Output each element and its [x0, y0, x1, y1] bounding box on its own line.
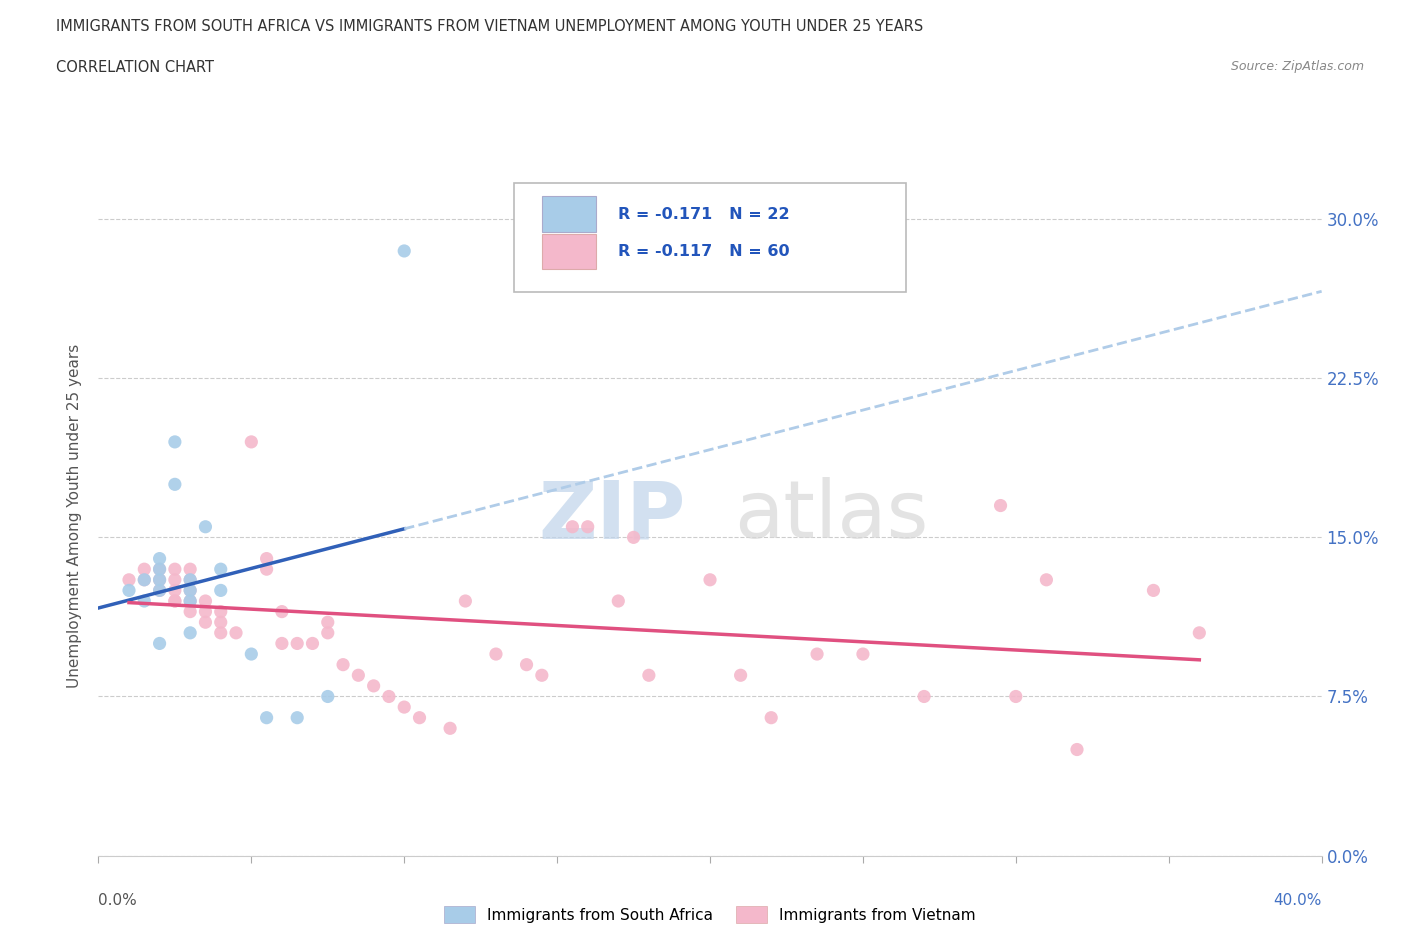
Point — [759, 711, 782, 725]
Point — [561, 519, 583, 534]
Point — [392, 244, 416, 259]
Point — [454, 593, 477, 608]
Point — [607, 593, 630, 608]
Point — [240, 646, 263, 661]
Point — [408, 711, 430, 725]
Point — [285, 711, 308, 725]
FancyBboxPatch shape — [543, 196, 596, 232]
Point — [209, 625, 232, 640]
Point — [1066, 742, 1088, 757]
Point — [149, 583, 172, 598]
Point — [149, 572, 172, 587]
Point — [1188, 625, 1211, 640]
Point — [270, 604, 292, 619]
Point — [179, 593, 201, 608]
Point — [134, 562, 156, 577]
Point — [439, 721, 461, 736]
Point — [134, 572, 156, 587]
Text: R = -0.171   N = 22: R = -0.171 N = 22 — [619, 206, 790, 221]
Point — [209, 562, 232, 577]
Legend: Immigrants from South Africa, Immigrants from Vietnam: Immigrants from South Africa, Immigrants… — [439, 899, 981, 929]
Text: 0.0%: 0.0% — [98, 893, 138, 908]
Point — [179, 572, 201, 587]
Point — [118, 583, 141, 598]
Point — [225, 625, 247, 640]
Point — [852, 646, 875, 661]
Point — [209, 583, 232, 598]
Point — [256, 711, 278, 725]
Point — [149, 551, 172, 566]
Point — [149, 583, 172, 598]
Point — [163, 562, 186, 577]
Point — [134, 572, 156, 587]
Point — [1035, 572, 1057, 587]
Point — [194, 519, 217, 534]
Point — [516, 658, 538, 672]
Point — [149, 636, 172, 651]
Point — [1004, 689, 1026, 704]
Text: ZIP: ZIP — [538, 477, 686, 555]
Text: IMMIGRANTS FROM SOUTH AFRICA VS IMMIGRANTS FROM VIETNAM UNEMPLOYMENT AMONG YOUTH: IMMIGRANTS FROM SOUTH AFRICA VS IMMIGRAN… — [56, 19, 924, 33]
Point — [699, 572, 721, 587]
Point — [256, 562, 278, 577]
Point — [485, 646, 508, 661]
Point — [730, 668, 752, 683]
Point — [179, 583, 201, 598]
Point — [378, 689, 401, 704]
Point — [316, 625, 339, 640]
Point — [194, 615, 217, 630]
Point — [1142, 583, 1164, 598]
Point — [149, 562, 172, 577]
Point — [576, 519, 599, 534]
Point — [194, 604, 217, 619]
Point — [347, 668, 370, 683]
Point — [316, 615, 339, 630]
Point — [316, 689, 339, 704]
Point — [623, 530, 645, 545]
Point — [179, 593, 201, 608]
Point — [163, 572, 186, 587]
Point — [179, 583, 201, 598]
Point — [163, 477, 186, 492]
Point — [179, 604, 201, 619]
Point — [806, 646, 828, 661]
Point — [285, 636, 308, 651]
Point — [163, 434, 186, 449]
Point — [301, 636, 323, 651]
Text: R = -0.117   N = 60: R = -0.117 N = 60 — [619, 244, 790, 259]
FancyBboxPatch shape — [515, 183, 905, 292]
Point — [530, 668, 553, 683]
Point — [134, 593, 156, 608]
Point — [163, 593, 186, 608]
Point — [149, 572, 172, 587]
Point — [270, 636, 292, 651]
Point — [179, 572, 201, 587]
Y-axis label: Unemployment Among Youth under 25 years: Unemployment Among Youth under 25 years — [67, 344, 83, 688]
Point — [179, 625, 201, 640]
Point — [118, 572, 141, 587]
Point — [363, 679, 385, 694]
Point — [256, 551, 278, 566]
FancyBboxPatch shape — [543, 233, 596, 269]
Point — [163, 583, 186, 598]
Point — [912, 689, 935, 704]
Point — [163, 593, 186, 608]
Point — [392, 699, 416, 714]
Point — [240, 434, 263, 449]
Point — [149, 562, 172, 577]
Text: Source: ZipAtlas.com: Source: ZipAtlas.com — [1230, 60, 1364, 73]
Point — [179, 562, 201, 577]
Point — [209, 615, 232, 630]
Point — [332, 658, 354, 672]
Point — [194, 593, 217, 608]
Text: 40.0%: 40.0% — [1274, 893, 1322, 908]
Point — [990, 498, 1012, 513]
Point — [637, 668, 661, 683]
Text: atlas: atlas — [734, 477, 929, 555]
Point — [209, 604, 232, 619]
Text: CORRELATION CHART: CORRELATION CHART — [56, 60, 214, 75]
